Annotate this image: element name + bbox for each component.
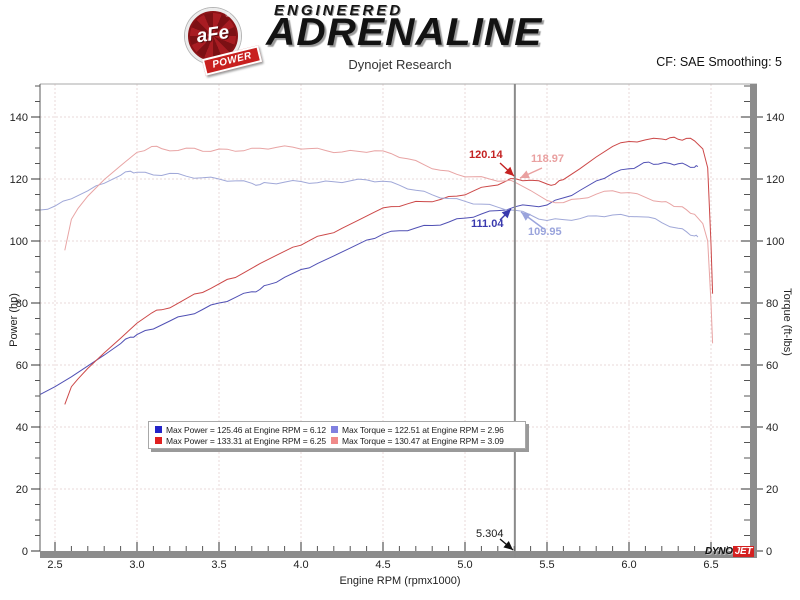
svg-text:2.5: 2.5 bbox=[47, 559, 62, 571]
svg-text:20: 20 bbox=[766, 484, 778, 496]
dynojet-logo: DYNO JET bbox=[705, 546, 755, 557]
legend-row: Max Power = 125.46 at Engine RPM = 6.12 … bbox=[155, 424, 519, 435]
y-axis-label-torque: Torque (ft-lbs) bbox=[781, 288, 793, 356]
dynojet-logo-jet: JET bbox=[732, 546, 755, 557]
svg-text:40: 40 bbox=[16, 422, 28, 434]
svg-text:80: 80 bbox=[766, 298, 778, 310]
legend-item-max-torque-afe: Max Torque = 130.47 at Engine RPM = 3.09 bbox=[331, 436, 504, 446]
svg-text:120: 120 bbox=[10, 174, 28, 186]
cursor-value-torque-stock: 109.95 bbox=[528, 226, 562, 238]
axis-ticks: 2.5 3.0 3.5 4.0 4.5 5.0 5.5 6.0 6.5 0 0 20 20 40 40 60 6… bbox=[10, 85, 784, 571]
legend-swatch-power-afe bbox=[155, 437, 162, 444]
svg-text:0: 0 bbox=[766, 546, 772, 558]
svg-text:5.5: 5.5 bbox=[539, 559, 554, 571]
svg-text:5.0: 5.0 bbox=[457, 559, 472, 571]
cursor-value-torque-afe: 118.97 bbox=[531, 153, 565, 165]
cursor-rpm-value: 5.304 bbox=[476, 528, 504, 540]
afe-power-logo: aFe ® POWER bbox=[183, 6, 273, 80]
svg-text:4.5: 4.5 bbox=[375, 559, 390, 571]
legend-label: Max Torque = 122.51 at Engine RPM = 2.96 bbox=[342, 424, 504, 435]
legend: Max Power = 125.46 at Engine RPM = 6.12 … bbox=[148, 421, 526, 449]
brand-adrenaline-text: ADRENALINE bbox=[266, 11, 543, 54]
svg-text:60: 60 bbox=[16, 360, 28, 372]
curve-2 bbox=[40, 170, 699, 238]
cursor-value-power-stock: 111.04 bbox=[471, 218, 504, 230]
x-axis-label: Engine RPM (rpmx1000) bbox=[339, 575, 461, 587]
afe-logo-text: aFe bbox=[195, 21, 231, 48]
svg-text:4.0: 4.0 bbox=[293, 559, 308, 571]
x-axis-bar bbox=[40, 551, 757, 558]
legend-item-max-power-afe: Max Power = 133.31 at Engine RPM = 6.25 bbox=[155, 436, 331, 446]
svg-text:140: 140 bbox=[10, 112, 28, 124]
svg-text:100: 100 bbox=[10, 236, 28, 248]
dynojet-logo-dyno: DYNO bbox=[705, 546, 733, 557]
legend-item-max-torque-stock: Max Torque = 122.51 at Engine RPM = 2.96 bbox=[331, 425, 504, 435]
svg-text:40: 40 bbox=[766, 422, 778, 434]
svg-text:20: 20 bbox=[16, 484, 28, 496]
legend-swatch-power-stock bbox=[155, 426, 162, 433]
brand-engineered-text: ENGINEERED bbox=[274, 2, 404, 19]
series-curves bbox=[39, 136, 714, 405]
legend-row: Max Power = 133.31 at Engine RPM = 6.25 … bbox=[155, 435, 519, 446]
registered-mark: ® bbox=[225, 13, 230, 19]
svg-text:120: 120 bbox=[766, 174, 784, 186]
smoothing-setting: CF: SAE Smoothing: 5 bbox=[656, 55, 782, 69]
curve-1 bbox=[64, 136, 714, 405]
legend-label: Max Power = 125.46 at Engine RPM = 6.12 bbox=[166, 424, 327, 435]
legend-item-max-power-stock: Max Power = 125.46 at Engine RPM = 6.12 bbox=[155, 425, 331, 435]
svg-text:3.5: 3.5 bbox=[211, 559, 226, 571]
curve-3 bbox=[64, 145, 714, 344]
gridlines bbox=[40, 84, 750, 551]
cursor-value-power-afe: 120.14 bbox=[469, 149, 503, 161]
chart-title: Dynojet Research bbox=[348, 57, 452, 72]
svg-text:6.0: 6.0 bbox=[621, 559, 636, 571]
curve-0 bbox=[39, 161, 699, 395]
svg-text:6.5: 6.5 bbox=[703, 559, 718, 571]
svg-text:0: 0 bbox=[22, 546, 28, 558]
legend-label: Max Power = 133.31 at Engine RPM = 6.25 bbox=[166, 435, 327, 446]
legend-label: Max Torque = 130.47 at Engine RPM = 3.09 bbox=[342, 435, 504, 446]
svg-text:3.0: 3.0 bbox=[129, 559, 144, 571]
legend-swatch-torque-afe bbox=[331, 437, 338, 444]
svg-text:60: 60 bbox=[766, 360, 778, 372]
svg-text:80: 80 bbox=[16, 298, 28, 310]
svg-text:140: 140 bbox=[766, 112, 784, 124]
right-axis-bar bbox=[750, 84, 757, 558]
annotation-arrows bbox=[499, 162, 545, 551]
legend-swatch-torque-stock bbox=[331, 426, 338, 433]
y-axis-label-power: Power (hp) bbox=[8, 293, 20, 347]
svg-text:100: 100 bbox=[766, 236, 784, 248]
